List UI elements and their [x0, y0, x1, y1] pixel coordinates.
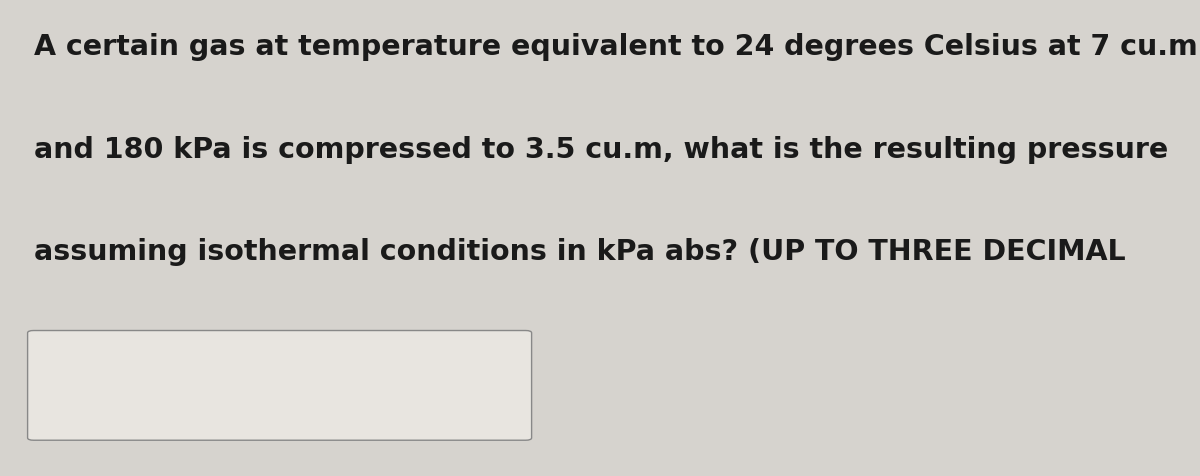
- Text: assuming isothermal conditions in kPa abs? (UP TO THREE DECIMAL: assuming isothermal conditions in kPa ab…: [34, 238, 1126, 266]
- Text: and 180 kPa is compressed to 3.5 cu.m, what is the resulting pressure: and 180 kPa is compressed to 3.5 cu.m, w…: [34, 136, 1168, 164]
- Text: PLACES ONLY): PLACES ONLY): [34, 340, 260, 368]
- Text: A certain gas at temperature equivalent to 24 degrees Celsius at 7 cu.m: A certain gas at temperature equivalent …: [34, 33, 1198, 61]
